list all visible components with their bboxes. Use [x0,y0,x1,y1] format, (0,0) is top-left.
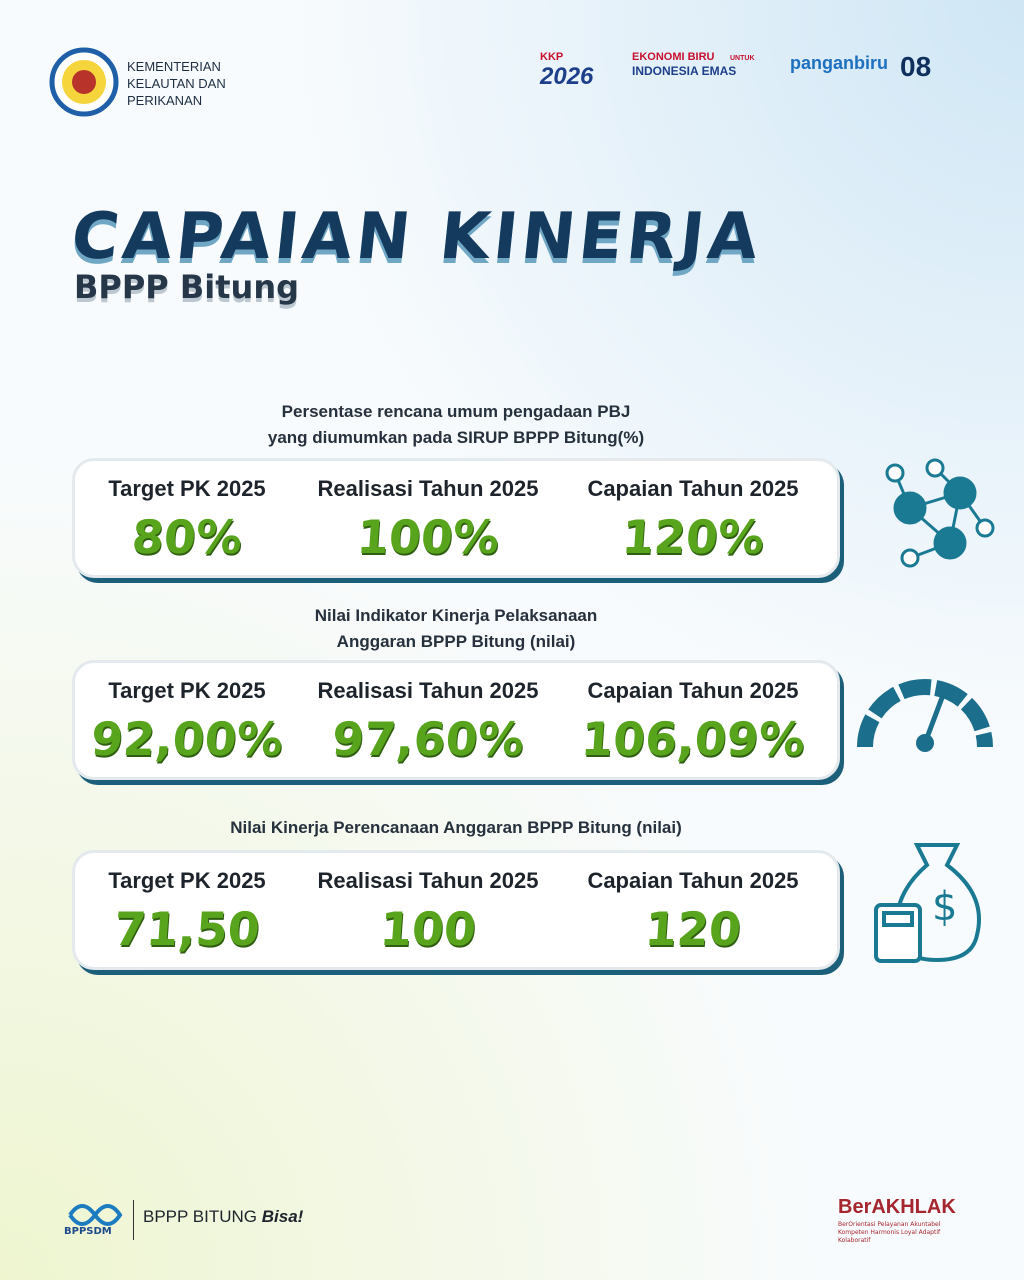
stat-label: Realisasi Tahun 2025 [317,678,539,703]
stat-value: 92,00% [89,712,285,766]
stat-value: 106,09% [579,712,807,766]
slogan-tail: Bisa! [261,1207,304,1226]
logo-main: 2026 [540,63,594,90]
partner-logo: EKONOMI BIRU UNTUK INDONESIA EMAS [632,50,755,78]
ministry-line: PERIKANAN [127,93,203,108]
stat-box [72,660,840,780]
stat-label: Realisasi Tahun 2025 [317,476,539,501]
money-bag-icon: $ [874,843,981,963]
stat-value: 71,50 [112,902,262,956]
gauge-icon [857,679,993,752]
ministry-name: KEMENTERIAN KELAUTAN DAN PERIKANAN [127,58,226,109]
stat-value: 100% [355,510,501,564]
caption-line: yang diumumkan pada SIRUP BPPP Bitung(%) [267,428,645,447]
stat-label: Capaian Tahun 2025 [587,868,799,893]
partner-logo: panganbiru [790,50,888,73]
brand-tagline: BerOrientasi Pelayanan Akuntabel Kompete… [838,1221,941,1244]
logo-main: panganbiru [790,53,888,73]
stat-value: 100 [378,902,478,956]
stat-label: Target PK 2025 [108,476,266,501]
logo-tag: UNTUK [730,55,755,62]
bppsdm-logo [68,1204,123,1226]
logo-top: EKONOMI BIRU [632,51,715,63]
stat-box [72,850,840,970]
divider [133,1200,134,1240]
caption-line: Nilai Kinerja Perencanaan Anggaran BPPP … [230,818,682,837]
brand: BerAKHLAK [838,1196,956,1218]
logo-main: 08 [900,51,932,82]
stat-value: 80% [130,510,244,564]
logo-main: INDONESIA EMAS [632,64,737,78]
agency: BPPSDM [64,1226,112,1237]
section-caption: Persentase rencana umum pengadaan PBJ yan… [72,399,840,451]
partner-logo: KKP 2026 [540,50,593,90]
stat-box [72,458,840,578]
stat-label: Capaian Tahun 2025 [587,476,799,501]
section-caption: Nilai Kinerja Perencanaan Anggaran BPPP … [72,815,840,841]
stat-label: Target PK 2025 [108,868,266,893]
partner-logo: 08 [900,50,931,84]
partner-logos: KKP 2026 EKONOMI BIRU UNTUK INDONESIA EMAS pa… [540,50,960,90]
slogan: BPPP BITUNG Bisa! [143,1207,303,1227]
svg-text:$: $ [932,884,957,930]
slogan-main: BPPP BITUNG [143,1207,257,1226]
caption-line: Anggaran BPPP Bitung (nilai) [336,632,576,651]
network-icon [885,458,995,568]
stat-value: 97,60% [330,712,526,766]
section-caption: Nilai Indikator Kinerja Pelaksanaan Angga… [72,603,840,655]
stat-value: 120 [643,902,743,956]
logo-top: KKP [540,51,564,63]
caption-line: Persentase rencana umum pengadaan PBJ [281,402,631,421]
caption-line: Nilai Indikator Kinerja Pelaksanaan [314,606,598,625]
title: CAPAIAN KINERJA [68,200,766,274]
ministry-line: KEMENTERIAN [127,59,221,74]
stat-label: Capaian Tahun 2025 [587,678,799,703]
stat-label: Target PK 2025 [108,678,266,703]
ministry-line: KELAUTAN DAN [127,76,226,91]
stat-label: Realisasi Tahun 2025 [317,868,539,893]
stat-value: 120% [620,510,766,564]
kkp-logo [49,47,119,117]
subtitle: BPPP Bitung [74,268,300,306]
